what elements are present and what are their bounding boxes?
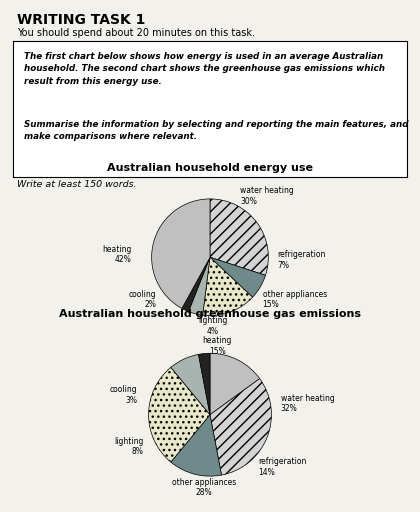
Wedge shape — [203, 258, 252, 315]
Wedge shape — [210, 199, 268, 275]
Title: Australian household greenhouse gas emissions: Australian household greenhouse gas emis… — [59, 309, 361, 319]
Wedge shape — [210, 353, 260, 415]
Text: heating
42%: heating 42% — [102, 245, 131, 264]
Wedge shape — [182, 258, 210, 311]
Wedge shape — [149, 368, 210, 462]
Wedge shape — [171, 354, 210, 415]
Text: water heating
32%: water heating 32% — [281, 394, 334, 413]
Text: cooling
2%: cooling 2% — [129, 290, 156, 309]
Text: heating
15%: heating 15% — [203, 336, 232, 356]
Text: water heating
30%: water heating 30% — [240, 186, 294, 206]
Text: Write at least 150 words.: Write at least 150 words. — [17, 180, 137, 189]
Wedge shape — [152, 199, 210, 308]
Wedge shape — [210, 378, 271, 475]
Text: lighting
8%: lighting 8% — [114, 437, 144, 456]
Title: Australian household energy use: Australian household energy use — [107, 163, 313, 174]
Text: cooling
3%: cooling 3% — [110, 386, 137, 405]
Text: WRITING TASK 1: WRITING TASK 1 — [17, 13, 145, 27]
Wedge shape — [199, 353, 210, 415]
Wedge shape — [189, 258, 210, 315]
Text: You should spend about 20 minutes on this task.: You should spend about 20 minutes on thi… — [17, 28, 255, 38]
Text: refrigeration
14%: refrigeration 14% — [258, 457, 306, 477]
Wedge shape — [210, 258, 265, 297]
Wedge shape — [171, 415, 221, 476]
Text: The first chart below shows how energy is used in an average Australian
househol: The first chart below shows how energy i… — [24, 52, 386, 86]
Text: Summarise the information by selecting and reporting the main features, and
make: Summarise the information by selecting a… — [24, 120, 409, 141]
Text: other appliances
15%: other appliances 15% — [262, 290, 327, 309]
Text: other appliances
28%: other appliances 28% — [172, 478, 236, 497]
Text: refrigeration
7%: refrigeration 7% — [277, 250, 326, 270]
Text: lighting
4%: lighting 4% — [198, 316, 228, 336]
